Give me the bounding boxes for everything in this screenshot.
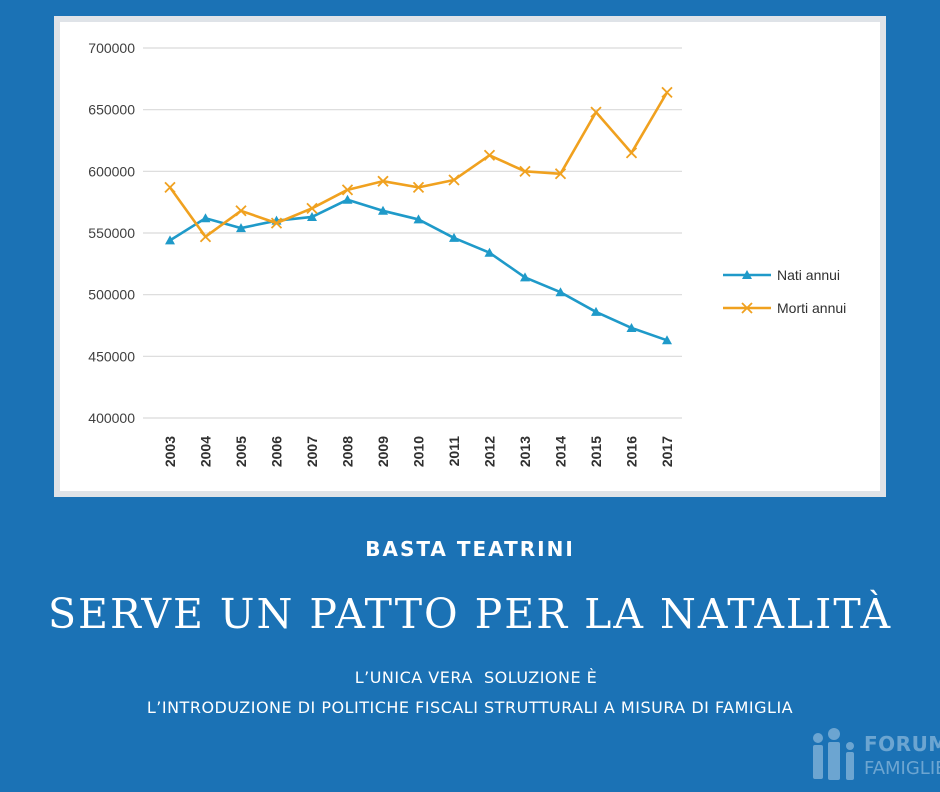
data-point-morti: [661, 86, 673, 99]
data-point-nati: [236, 223, 246, 233]
y-tick-label: 400000: [88, 410, 135, 426]
legend-marker: [742, 270, 752, 279]
family-icon: [813, 728, 854, 780]
x-tick-label: 2017: [659, 436, 675, 467]
data-point-morti: [377, 175, 389, 187]
data-point-morti: [270, 217, 283, 229]
data-point-morti: [554, 168, 567, 180]
x-tick-label: 2014: [553, 436, 569, 467]
x-tick-label: 2011: [446, 436, 462, 467]
logo-famiglie-text: FAMIGLIE: [864, 758, 940, 779]
data-point-morti: [625, 147, 638, 159]
data-point-nati: [413, 214, 424, 224]
data-point-nati: [342, 194, 353, 204]
forum-famiglie-logo: FORUM FAMIGLIE: [808, 724, 940, 788]
legend-marker: [741, 302, 753, 314]
chart-frame: 400000 450000 500000 550000 600000 650000 7000…: [54, 16, 886, 497]
data-point-nati: [449, 232, 459, 242]
data-point-nati: [165, 235, 175, 245]
chart-area: 400000 450000 500000 550000 600000 650000 7000…: [60, 22, 880, 491]
x-tick-label: 2010: [411, 436, 427, 467]
y-tick-label: 600000: [88, 163, 135, 179]
data-point-morti: [199, 231, 212, 243]
legend-label: Nati annui: [777, 267, 840, 283]
data-point-nati: [378, 205, 388, 215]
data-point-morti: [306, 202, 318, 214]
x-tick-label: 2003: [162, 436, 178, 467]
y-tick-label: 500000: [88, 287, 135, 303]
x-tick-label: 2005: [233, 436, 249, 467]
headline: SERVE UN PATTO PER LA NATALITÀ: [47, 590, 893, 638]
x-tick-label: 2008: [340, 436, 356, 467]
x-tick-label: 2009: [375, 436, 391, 467]
y-tick-label: 550000: [88, 225, 135, 241]
data-point-morti: [590, 106, 602, 118]
x-tick-label: 2015: [588, 436, 604, 467]
data-point-nati: [591, 306, 601, 316]
y-tick-label: 700000: [88, 40, 135, 56]
data-point-nati: [520, 272, 530, 282]
logo-forum-text: FORUM: [864, 732, 940, 756]
data-point-morti: [235, 205, 247, 217]
kicker-text: BASTA TEATRINI: [365, 537, 575, 561]
data-point-nati: [555, 287, 566, 297]
x-tick-label: 2007: [304, 436, 320, 467]
data-point-morti: [341, 184, 354, 196]
data-point-morti: [448, 174, 460, 186]
legend-label: Morti annui: [777, 300, 846, 316]
subtitle-line-1: L’UNICA VERA SOLUZIONE È: [354, 668, 598, 687]
y-tick-label: 650000: [88, 102, 135, 118]
y-tick-label: 450000: [88, 348, 135, 364]
subtitle-line-2: L’INTRODUZIONE DI POLITICHE FISCALI STRU…: [146, 698, 794, 717]
data-point-morti: [412, 181, 425, 194]
x-tick-label: 2012: [482, 436, 498, 467]
data-point-nati: [484, 247, 495, 257]
data-point-nati: [662, 335, 672, 345]
x-tick-label: 2004: [198, 436, 214, 467]
data-point-nati: [626, 322, 637, 332]
x-tick-label: 2006: [269, 436, 285, 467]
data-point-nati: [307, 211, 317, 221]
x-tick-label: 2016: [624, 436, 640, 467]
x-tick-label: 2013: [517, 436, 533, 467]
data-point-morti: [483, 149, 496, 161]
data-point-morti: [519, 165, 531, 177]
data-point-nati: [200, 213, 211, 223]
line-chart: 400000 450000 500000 550000 600000 650000 7000…: [88, 40, 846, 467]
data-point-morti: [164, 181, 176, 194]
